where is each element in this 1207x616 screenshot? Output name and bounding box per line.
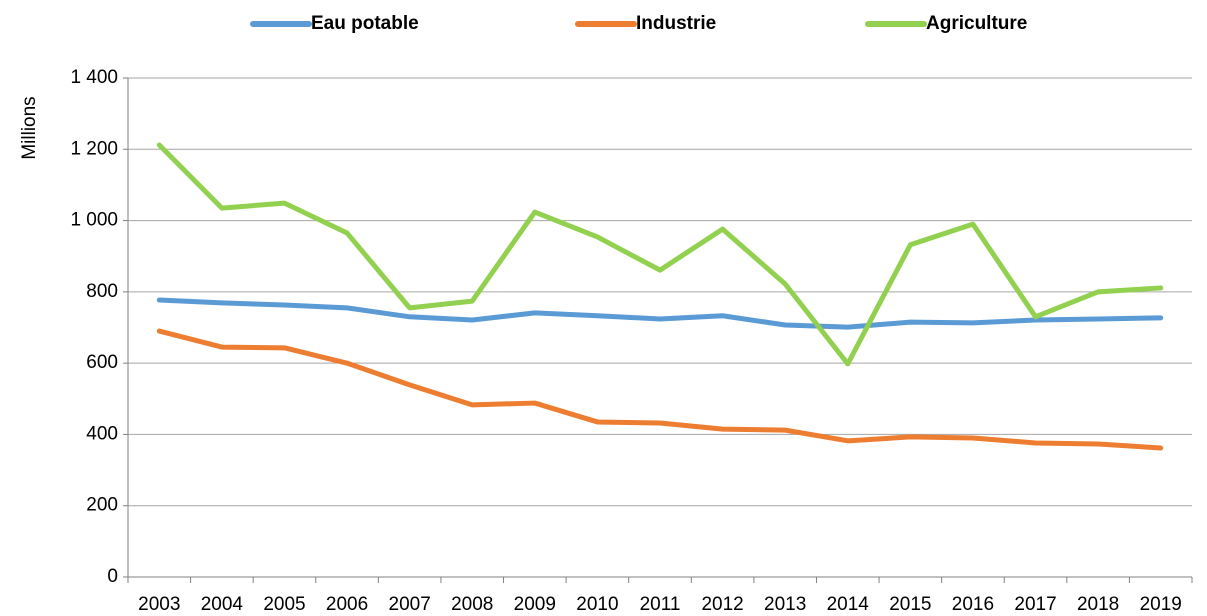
x-tick-label: 2003: [138, 594, 180, 615]
y-tick-label: 0: [107, 566, 118, 587]
x-tick-label: 2007: [389, 594, 431, 615]
x-tick-label: 2015: [889, 594, 931, 615]
y-tick-label: 1 400: [70, 67, 118, 88]
series-line: [156, 328, 1164, 451]
series-line: [156, 297, 1164, 330]
y-tick-label: 400: [86, 423, 118, 444]
y-tick-label: 600: [86, 352, 118, 373]
y-tick-label: 1 000: [70, 210, 118, 231]
x-tick-label: 2008: [451, 594, 493, 615]
y-tick-label: 200: [86, 495, 118, 516]
legend-text: Eau potable: [311, 13, 419, 34]
legend-text: Industrie: [636, 13, 716, 34]
x-tick-label: 2016: [952, 594, 994, 615]
y-tick-label: 800: [86, 281, 118, 302]
x-tick-label: 2014: [827, 594, 870, 615]
x-tick-label: 2005: [263, 594, 305, 615]
series-line: [156, 142, 1164, 367]
x-tick-label: 2013: [764, 594, 806, 615]
x-tick-label: 2017: [1014, 594, 1056, 615]
x-tick-label: 2009: [514, 594, 556, 615]
y-tick-label: 1 200: [70, 138, 118, 159]
x-tick-label: 2011: [640, 594, 681, 615]
x-tick-label: 2019: [1140, 594, 1182, 615]
x-tick-label: 2012: [701, 594, 743, 615]
x-tick-label: 2006: [326, 594, 368, 615]
x-tick-label: 2010: [576, 594, 618, 615]
x-tick-label: 2018: [1077, 594, 1119, 615]
x-tick-label: 2004: [201, 594, 244, 615]
y-axis-label: Millions: [19, 96, 40, 159]
legend-text: Agriculture: [926, 13, 1027, 34]
